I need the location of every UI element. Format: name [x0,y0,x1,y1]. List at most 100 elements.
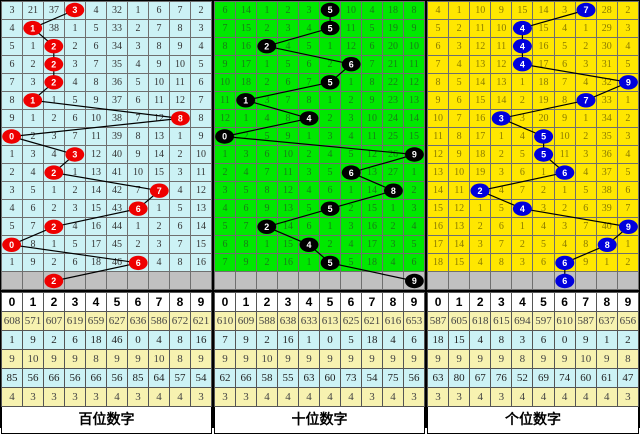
grid-cell-hit[interactable]: 6 [340,55,362,74]
grid-cell[interactable]: 15 [469,91,492,110]
grid-cell[interactable]: 9 [448,145,471,164]
grid-cell[interactable]: 2 [469,217,492,236]
grid-cell[interactable] [85,271,107,290]
grid-cell[interactable]: 10 [148,73,170,92]
grid-cell[interactable]: 4 [319,145,341,164]
grid-cell[interactable]: 7 [169,235,191,254]
grid-cell-hit[interactable]: 2 [43,55,65,74]
grid-cell[interactable] [277,271,299,290]
grid-cell[interactable]: 4 [553,235,576,254]
grid-cell[interactable]: 5 [298,199,320,218]
grid-cell[interactable]: 9 [1,109,23,128]
grid-cell[interactable]: 3 [148,235,170,254]
grid-cell[interactable]: 5 [340,253,362,272]
grid-cell[interactable]: 4 [85,1,107,20]
grid-cell[interactable]: 7 [426,55,450,74]
grid-cell[interactable]: 10 [403,37,425,56]
grid-cell[interactable]: 12 [490,55,513,74]
grid-cell[interactable]: 6 [511,163,534,182]
grid-cell[interactable]: 5 [616,163,640,182]
grid-cell[interactable]: 3 [553,217,576,236]
grid-cell[interactable]: 42 [106,181,128,200]
grid-cell[interactable]: 6 [214,235,236,254]
grid-cell-hit[interactable]: 1 [235,91,257,110]
grid-cell[interactable]: 3 [511,253,534,272]
grid-cell[interactable]: 14 [277,217,299,236]
grid-cell[interactable]: 2 [616,253,640,272]
grid-cell[interactable]: 3 [298,163,320,182]
grid-cell[interactable]: 35 [595,127,618,146]
grid-cell[interactable]: 8 [256,181,278,200]
grid-cell[interactable]: 4 [574,163,597,182]
grid-cell[interactable]: 2 [190,1,212,20]
grid-cell[interactable]: 7 [190,91,212,110]
grid-cell[interactable]: 10 [169,55,191,74]
grid-cell-hit[interactable]: 4 [298,109,320,128]
grid-cell-hit[interactable]: 6 [553,271,576,290]
grid-cell[interactable]: 16 [235,37,257,56]
grid-cell[interactable]: 1 [214,145,236,164]
grid-cell[interactable]: 8 [169,253,191,272]
grid-cell[interactable]: 3 [127,37,149,56]
grid-cell[interactable]: 1 [319,217,341,236]
grid-cell-hit[interactable]: 8 [595,235,618,254]
grid-cell[interactable]: 40 [106,145,128,164]
grid-cell[interactable]: 22 [382,73,404,92]
grid-cell[interactable]: 9 [574,253,597,272]
grid-cell[interactable]: 4 [298,19,320,38]
grid-cell[interactable]: 13 [403,91,425,110]
grid-cell[interactable]: 9 [214,55,236,74]
grid-cell[interactable]: 16 [426,217,450,236]
grid-cell[interactable]: 7 [361,55,383,74]
grid-cell[interactable]: 4 [448,55,471,74]
grid-cell[interactable]: 2 [490,145,513,164]
grid-cell[interactable]: 6 [426,37,450,56]
grid-cell[interactable]: 15 [448,253,471,272]
grid-cell[interactable]: 7 [511,181,534,200]
grid-cell[interactable]: 3 [490,163,513,182]
grid-cell[interactable]: 25 [382,127,404,146]
grid-cell[interactable]: 19 [469,163,492,182]
grid-cell[interactable]: 9 [235,253,257,272]
grid-cell-hit[interactable]: 2 [43,37,65,56]
grid-cell[interactable]: 5 [426,19,450,38]
grid-cell[interactable]: 5 [256,127,278,146]
grid-cell[interactable]: 2 [256,19,278,38]
grid-cell[interactable]: 2 [22,55,44,74]
grid-cell[interactable] [169,271,191,290]
grid-cell[interactable]: 10 [127,163,149,182]
grid-cell[interactable]: 11 [403,55,425,74]
grid-cell[interactable]: 6 [298,55,320,74]
grid-cell[interactable]: 2 [511,91,534,110]
grid-cell[interactable]: 6 [148,1,170,20]
grid-cell[interactable]: 11 [490,37,513,56]
grid-cell[interactable]: 1 [319,37,341,56]
grid-cell[interactable]: 21 [22,1,44,20]
grid-cell-hit[interactable]: 5 [319,1,341,20]
grid-cell-hit[interactable]: 3 [490,109,513,128]
grid-cell[interactable]: 11 [85,127,107,146]
grid-cell[interactable]: 10 [490,19,513,38]
grid-cell[interactable]: 18 [382,1,404,20]
grid-cell[interactable]: 5 [127,73,149,92]
grid-cell[interactable]: 1 [319,91,341,110]
grid-cell[interactable]: 5 [403,235,425,254]
grid-cell[interactable]: 5 [574,181,597,200]
grid-cell[interactable]: 10 [426,109,450,128]
grid-cell[interactable]: 5 [298,37,320,56]
grid-cell-hit[interactable]: 8 [169,109,191,128]
grid-cell[interactable]: 6 [319,181,341,200]
grid-cell[interactable]: 2 [340,199,362,218]
grid-cell[interactable]: 2 [43,109,65,128]
grid-cell[interactable]: 4 [214,199,236,218]
grid-cell-hit[interactable]: 9 [616,73,640,92]
grid-cell[interactable]: 3 [64,199,86,218]
grid-cell[interactable]: 20 [382,37,404,56]
grid-cell[interactable]: 8 [148,37,170,56]
grid-cell[interactable]: 5 [616,55,640,74]
grid-cell[interactable]: 8 [298,91,320,110]
grid-cell[interactable]: 14 [403,109,425,128]
grid-cell[interactable]: 41 [106,163,128,182]
grid-cell[interactable]: 1 [127,217,149,236]
grid-cell[interactable]: 13 [490,73,513,92]
